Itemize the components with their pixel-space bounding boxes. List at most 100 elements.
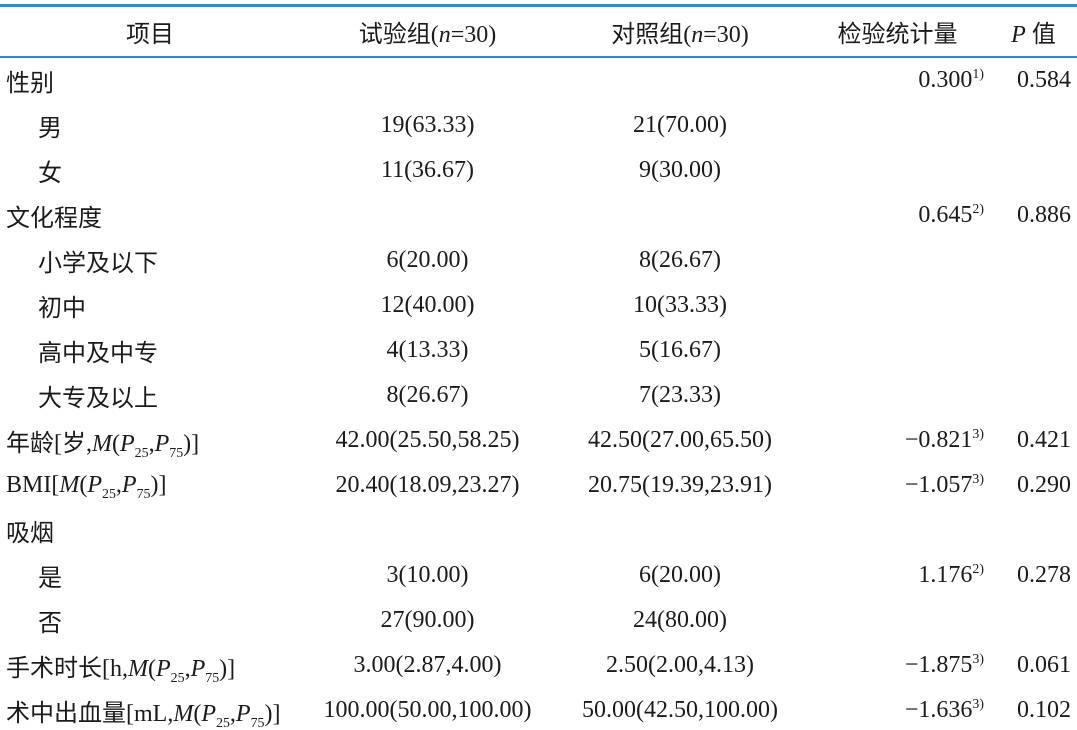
table-header-row: 项目 试验组(n=30) 对照组(n=30) 检验统计量 P 值 (0, 5, 1077, 58)
table-row: 性别 0.3001) 0.584 (0, 57, 1077, 103)
table-row: 高中及中专 4(13.33) 5(16.67) (0, 328, 1077, 373)
cell-p-value (990, 598, 1077, 643)
cell-control-group-value: 20.75(19.39,23.91) (588, 472, 772, 498)
cell-item-label: 初中 (38, 296, 86, 322)
cell-experimental-group-value (300, 508, 555, 553)
cell-item-label: 吸烟 (6, 521, 54, 547)
cell-experimental-group-value: 12(40.00) (380, 292, 475, 318)
cell-test-statistic-value: −0.8213) (904, 427, 984, 453)
cell-p-value (990, 283, 1077, 328)
cell-control-group-value: 24(80.00) (633, 607, 727, 633)
cell-item-label: 小学及以下 (38, 251, 158, 277)
header-item: 项目 (0, 5, 300, 58)
cell-p-value (990, 148, 1077, 193)
table-row: BMI[M(P25,P75)] 20.40(18.09,23.27) 20.75… (0, 463, 1077, 508)
cell-item-label: 是 (38, 566, 62, 592)
cell-p-value (990, 373, 1077, 418)
table-row: 是 3(10.00) 6(20.00) 1.1762) 0.278 (0, 553, 1077, 598)
cell-test-statistic-value (805, 238, 990, 283)
cell-control-group-value: 8(26.67) (639, 247, 721, 273)
cell-item-label: 术中出血量[mL,M(P25,P75)] (6, 701, 281, 730)
cell-item-label: 大专及以上 (38, 386, 158, 412)
cell-control-group-value (555, 57, 805, 103)
cell-control-group-value: 6(20.00) (639, 562, 721, 588)
header-p-value: P 值 (990, 5, 1077, 58)
table-row: 文化程度 0.6452) 0.886 (0, 193, 1077, 238)
table-row: 小学及以下 6(20.00) 8(26.67) (0, 238, 1077, 283)
table-row: 否 27(90.00) 24(80.00) (0, 598, 1077, 643)
cell-experimental-group-value: 100.00(50.00,100.00) (323, 697, 532, 723)
table-body: 性别 0.3001) 0.584 男 19(63.33) 21(70.00) 女… (0, 57, 1077, 730)
cell-p-value (990, 328, 1077, 373)
cell-test-statistic-value: 0.3001) (918, 67, 984, 93)
cell-item-label: 年龄[岁,M(P25,P75)] (6, 431, 200, 461)
cell-test-statistic-value (805, 103, 990, 148)
cell-control-group-value: 10(33.33) (633, 292, 727, 318)
cell-p-value: 0.102 (1017, 697, 1071, 723)
cell-experimental-group-value (300, 57, 555, 103)
header-control-group: 对照组(n=30) (555, 5, 805, 58)
cell-control-group-value (555, 193, 805, 238)
cell-experimental-group-value: 19(63.33) (380, 112, 475, 138)
cell-experimental-group-value: 42.00(25.50,58.25) (335, 427, 520, 453)
cell-control-group-value (555, 508, 805, 553)
cell-test-statistic-value (805, 328, 990, 373)
cell-test-statistic-value (805, 598, 990, 643)
table-row: 手术时长[h,M(P25,P75)] 3.00(2.87,4.00) 2.50(… (0, 643, 1077, 688)
cell-item-label: 高中及中专 (38, 341, 158, 367)
cell-p-value: 0.061 (1017, 652, 1071, 678)
cell-control-group-value: 21(70.00) (633, 112, 727, 138)
cell-experimental-group-value: 11(36.67) (380, 157, 475, 183)
cell-item-label: 男 (38, 116, 62, 142)
cell-test-statistic-value: 0.6452) (918, 202, 984, 228)
cell-test-statistic-value: −1.6363) (904, 697, 984, 723)
cell-p-value: 0.290 (1017, 472, 1071, 498)
cell-control-group-value: 5(16.67) (639, 337, 721, 363)
cell-control-group-value: 2.50(2.00,4.13) (606, 652, 754, 678)
cell-p-value: 0.421 (1017, 427, 1071, 453)
table-row: 术中出血量[mL,M(P25,P75)] 100.00(50.00,100.00… (0, 688, 1077, 730)
cell-control-group-value: 9(30.00) (639, 157, 721, 183)
cell-item-label: BMI[M(P25,P75)] (6, 472, 167, 502)
table-header: 项目 试验组(n=30) 对照组(n=30) 检验统计量 P 值 (0, 5, 1077, 58)
cell-p-value: 0.278 (1017, 562, 1071, 588)
cell-control-group-value: 7(23.33) (639, 382, 721, 408)
cell-test-statistic-value (805, 283, 990, 328)
header-experimental-group: 试验组(n=30) (300, 5, 555, 58)
cell-p-value (990, 103, 1077, 148)
cell-test-statistic-value: 1.1762) (918, 562, 984, 588)
cell-experimental-group-value: 6(20.00) (386, 247, 469, 273)
cell-control-group-value: 50.00(42.50,100.00) (582, 697, 778, 723)
header-test-statistic: 检验统计量 (805, 5, 990, 58)
cell-experimental-group-value (300, 193, 555, 238)
cell-item-label: 文化程度 (6, 206, 102, 232)
cell-test-statistic-value (805, 373, 990, 418)
table-row: 女 11(36.67) 9(30.00) (0, 148, 1077, 193)
cell-experimental-group-value: 27(90.00) (380, 607, 475, 633)
cell-p-value (990, 238, 1077, 283)
table-row: 男 19(63.33) 21(70.00) (0, 103, 1077, 148)
cell-test-statistic-value (805, 508, 990, 553)
cell-experimental-group-value: 3(10.00) (386, 562, 469, 588)
cell-test-statistic-value: −1.0573) (904, 472, 984, 498)
cell-item-label: 否 (38, 611, 62, 637)
cell-item-label: 手术时长[h,M(P25,P75)] (6, 656, 236, 686)
cell-experimental-group-value: 3.00(2.87,4.00) (353, 652, 502, 678)
cell-control-group-value: 42.50(27.00,65.50) (588, 427, 772, 453)
cell-experimental-group-value: 20.40(18.09,23.27) (335, 472, 520, 498)
cell-p-value: 0.584 (1017, 67, 1071, 93)
cell-item-label: 女 (38, 161, 62, 187)
cell-item-label: 性别 (6, 71, 54, 97)
cell-experimental-group-value: 8(26.67) (386, 382, 469, 408)
cell-p-value: 0.886 (1017, 202, 1071, 228)
table-row: 吸烟 (0, 508, 1077, 553)
cell-test-statistic-value (805, 148, 990, 193)
table-row: 大专及以上 8(26.67) 7(23.33) (0, 373, 1077, 418)
cell-test-statistic-value: −1.8753) (904, 652, 984, 678)
table-row: 年龄[岁,M(P25,P75)] 42.00(25.50,58.25) 42.5… (0, 418, 1077, 463)
baseline-characteristics-table: 项目 试验组(n=30) 对照组(n=30) 检验统计量 P 值 性别 0.30… (0, 4, 1077, 730)
cell-p-value (990, 508, 1077, 553)
table-row: 初中 12(40.00) 10(33.33) (0, 283, 1077, 328)
cell-experimental-group-value: 4(13.33) (386, 337, 469, 363)
